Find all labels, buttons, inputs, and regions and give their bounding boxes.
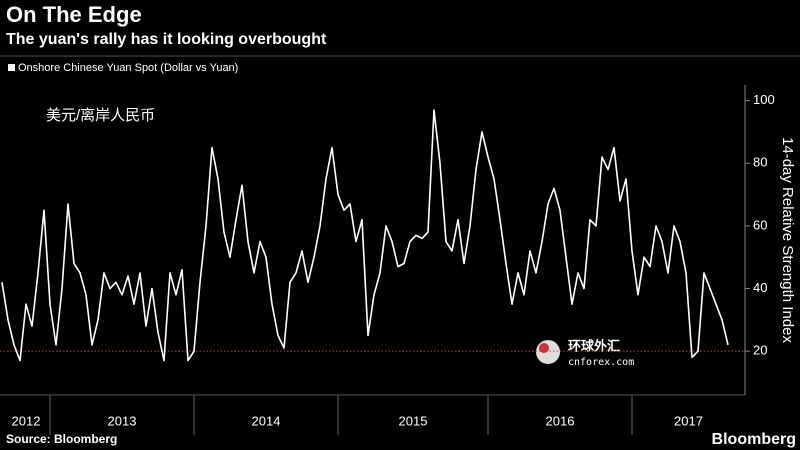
y-tick-label: 40 <box>753 280 767 295</box>
brand: Bloomberg <box>712 431 796 448</box>
chart-title: On The Edge <box>6 2 142 27</box>
watermark-logo-dot <box>539 343 549 353</box>
legend-swatch <box>8 64 15 71</box>
x-tick-label: 2016 <box>546 413 575 428</box>
x-tick-label: 2013 <box>108 413 137 428</box>
chart-subtitle: The yuan's rally has it looking overboug… <box>6 31 327 48</box>
y-tick-label: 20 <box>753 343 767 358</box>
legend-label: Onshore Chinese Yuan Spot (Dollar vs Yua… <box>18 62 238 74</box>
x-tick-label: 2017 <box>674 413 703 428</box>
watermark: 环球外汇 cnforex.com <box>536 338 634 368</box>
x-tick-label: 2015 <box>399 413 428 428</box>
watermark-text: 环球外汇 <box>568 338 620 353</box>
source: Source: Bloomberg <box>6 432 117 446</box>
x-tick-label: 2012 <box>12 413 41 428</box>
y-tick-label: 100 <box>753 92 775 107</box>
watermark-url: cnforex.com <box>568 357 634 368</box>
y-axis-title: 14-day Relative Strength Index <box>779 137 796 343</box>
watermark-logo <box>536 340 560 364</box>
annotation: 美元/离岸人民币 <box>46 107 155 124</box>
y-tick-label: 80 <box>753 155 767 170</box>
x-tick-label: 2014 <box>252 413 281 428</box>
series-line <box>1 109 729 362</box>
y-tick-label: 60 <box>753 217 767 232</box>
